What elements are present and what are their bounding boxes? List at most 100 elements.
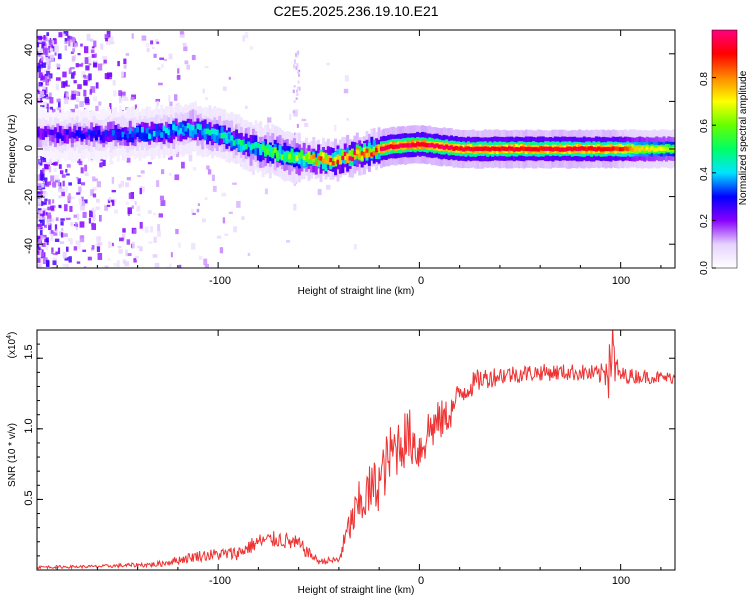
spectrogram-cell	[93, 60, 98, 63]
spectrogram-ridge-cell	[353, 151, 357, 160]
spectrogram-ridge-cell	[150, 129, 154, 141]
spectrogram-ridge-cell	[305, 154, 309, 160]
spectrogram-ridge-cell	[348, 156, 352, 161]
spectrogram-ridge-cell	[437, 144, 441, 149]
spectrogram-cell	[57, 53, 62, 60]
spectrogram-cell	[58, 109, 63, 114]
colorbar-ticks	[712, 77, 716, 269]
spectrogram-ridge-cell	[556, 146, 560, 152]
spectrogram-cell	[38, 40, 43, 43]
spectrogram-cell	[69, 239, 73, 245]
spectrogram-cell	[50, 108, 56, 116]
spectrogram-cell	[48, 181, 52, 186]
spectrogram-cell	[170, 252, 173, 258]
spectrogram-cell	[90, 189, 94, 196]
spectrogram-cell	[97, 63, 103, 71]
spectrogram-ridge-cell	[278, 153, 282, 160]
spectrogram-cell	[84, 96, 89, 104]
spectrogram-cell	[49, 48, 54, 52]
spectrogram-cell	[91, 245, 95, 250]
snr-panel: -100 0 100 Height of straight line (km) …	[6, 329, 676, 596]
spectrogram-cell	[40, 251, 45, 257]
spectrogram-ridge-cell	[568, 146, 572, 151]
spectrogram-ridge-cell	[70, 131, 74, 144]
spectrogram-cell	[150, 226, 154, 233]
spectrogram-cell	[95, 82, 99, 89]
spectrogram-panel: -100 0 100 Height of straight line (km) …	[7, 29, 676, 297]
spectrogram-cell	[42, 101, 48, 107]
spectrogram-ridge-cell	[638, 147, 642, 152]
spectrogram-cell	[108, 241, 112, 248]
spectrogram-cell	[42, 71, 46, 75]
spectrogram-ridge-cell	[510, 146, 514, 151]
spectrogram-cell	[37, 214, 40, 217]
spectrogram-ridge-cell	[667, 147, 671, 152]
spectrogram-cell	[191, 54, 196, 61]
spectrogram-cell	[44, 177, 48, 181]
spectrogram-cell	[158, 213, 163, 218]
spectrogram-ridge-cell	[314, 160, 318, 165]
spectrogram-cell	[57, 186, 61, 193]
spectrogram-ridge-cell	[174, 125, 178, 132]
spectrogram-cell	[104, 34, 110, 40]
spectrogram-cell	[38, 203, 42, 207]
spectrogram-ridge-cell	[394, 144, 398, 149]
spectrogram-cell	[156, 100, 159, 106]
spectrogram-cell	[71, 56, 75, 62]
spectrogram-ridge-cell	[82, 133, 86, 139]
spectrogram-cell	[88, 63, 92, 66]
spectrogram-cell	[124, 261, 130, 267]
spectrogram-cell	[113, 263, 118, 267]
spectrogram-ridge-cell	[235, 138, 239, 145]
spectrogram-cell	[53, 167, 57, 172]
spectrogram-cell	[264, 188, 268, 195]
spectrogram-xtick-label: -100	[209, 275, 231, 287]
spectrogram-ridge-cell	[396, 144, 400, 149]
spectrogram-cell	[175, 228, 179, 235]
spectrogram-cell	[42, 209, 46, 216]
spectrogram-cell	[53, 161, 58, 166]
spectrogram-ridge-cell	[527, 146, 531, 152]
spectrogram-cell	[75, 227, 78, 231]
spectrogram-cell	[134, 201, 137, 206]
spectrogram-cell	[68, 182, 72, 186]
spectrogram-ridge-cell	[401, 143, 405, 148]
snr-series-line	[37, 330, 675, 570]
spectrogram-ridge-cell	[220, 132, 224, 139]
spectrogram-ridge-cell	[104, 130, 108, 136]
spectrogram-cell	[296, 92, 299, 97]
spectrogram-cell	[50, 205, 55, 210]
spectrogram-ridge-cell	[189, 124, 193, 130]
spectrogram-cell	[37, 41, 40, 48]
spectrogram-cell	[55, 229, 58, 233]
spectrogram-ridge-cell	[309, 155, 313, 165]
spectrogram-cell	[95, 206, 100, 210]
spectrogram-cell	[45, 57, 50, 65]
spectrogram-ridge-cell	[404, 143, 408, 148]
spectrogram-cell	[48, 223, 52, 231]
spectrogram-cell	[84, 199, 88, 204]
spectrogram-cell	[76, 261, 81, 264]
spectrogram-ridge-cell	[360, 152, 364, 161]
spectrogram-cell	[42, 157, 47, 163]
spectrogram-cell	[48, 45, 51, 53]
spectrogram-cell	[79, 221, 85, 228]
spectrogram-cell	[212, 185, 217, 192]
spectrogram-cell	[192, 167, 197, 171]
spectrogram-cell	[38, 33, 42, 36]
spectrogram-ridge-cell	[326, 160, 330, 165]
spectrogram-cell	[38, 159, 41, 163]
spectrogram-cell	[79, 101, 84, 108]
spectrogram-ridge-cell	[172, 124, 176, 130]
spectrogram-ridge-cell	[131, 131, 135, 138]
spectrogram-cell	[177, 68, 180, 74]
spectrogram-ridge-cell	[367, 153, 371, 158]
spectrogram-cell	[63, 93, 67, 99]
spectrogram-ridge-cell	[46, 128, 50, 135]
spectrogram-ridge-cell	[326, 154, 330, 164]
spectrogram-cell	[221, 192, 227, 197]
spectrogram-cell	[38, 72, 44, 79]
spectrogram-ridge-cell	[297, 153, 301, 165]
spectrogram-cell	[44, 43, 48, 50]
